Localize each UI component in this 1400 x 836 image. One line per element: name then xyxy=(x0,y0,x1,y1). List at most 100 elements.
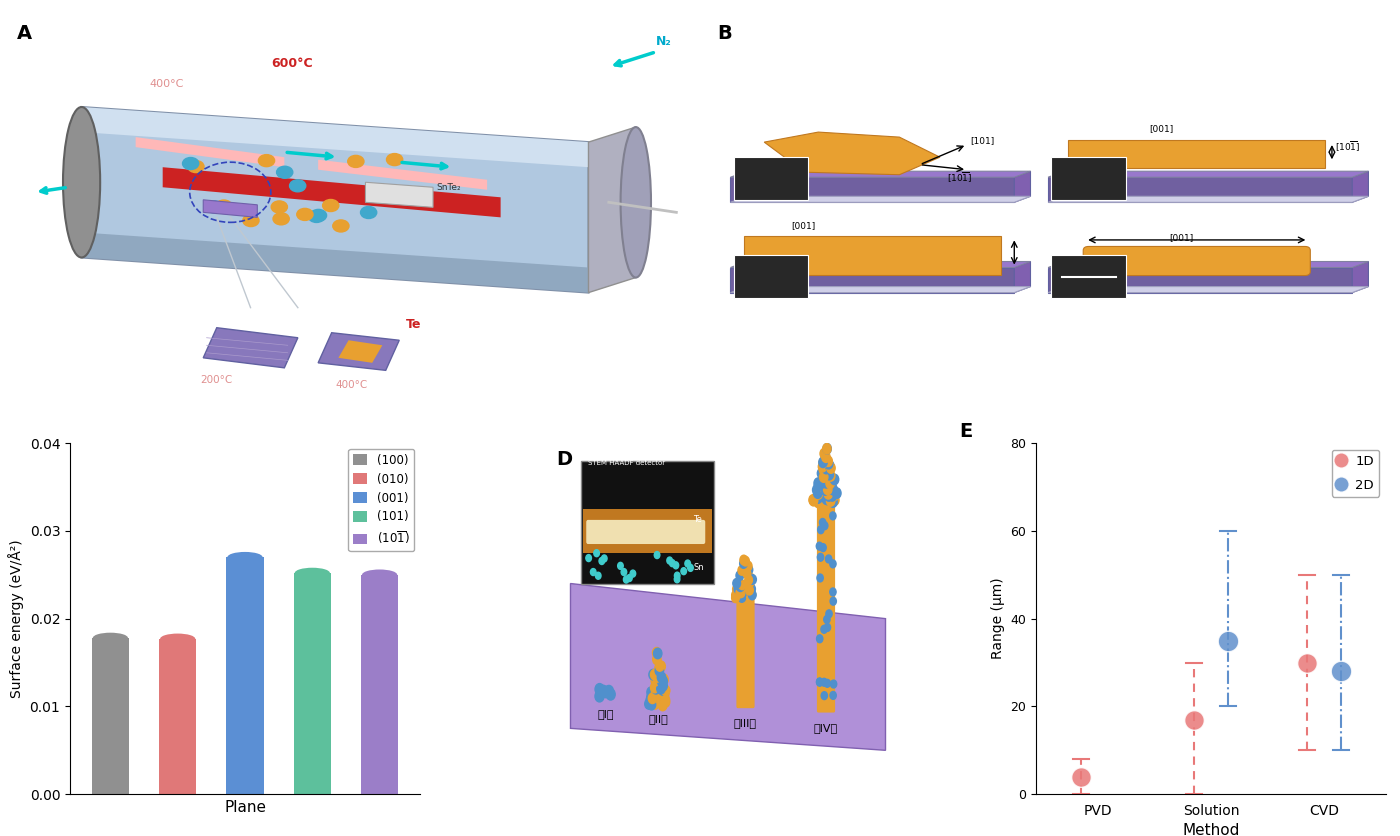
Circle shape xyxy=(827,476,836,486)
Circle shape xyxy=(829,490,837,501)
Circle shape xyxy=(627,574,633,582)
Circle shape xyxy=(648,670,657,680)
Circle shape xyxy=(749,590,756,599)
Circle shape xyxy=(813,488,822,498)
Ellipse shape xyxy=(63,107,101,257)
Circle shape xyxy=(748,590,756,599)
FancyBboxPatch shape xyxy=(734,255,808,298)
Circle shape xyxy=(818,478,826,488)
Circle shape xyxy=(585,554,591,562)
Circle shape xyxy=(745,575,752,585)
Circle shape xyxy=(826,478,834,488)
Circle shape xyxy=(734,584,742,594)
X-axis label: Plane: Plane xyxy=(224,800,266,815)
Circle shape xyxy=(654,648,662,659)
Circle shape xyxy=(830,512,836,520)
Circle shape xyxy=(819,461,827,472)
Bar xyxy=(160,639,196,794)
Circle shape xyxy=(594,549,599,557)
Polygon shape xyxy=(1049,287,1368,293)
Circle shape xyxy=(736,588,743,598)
Polygon shape xyxy=(743,237,1001,275)
Bar xyxy=(227,558,263,794)
Circle shape xyxy=(738,588,745,598)
Circle shape xyxy=(825,488,833,499)
Circle shape xyxy=(819,457,827,468)
Circle shape xyxy=(652,671,661,682)
Circle shape xyxy=(602,555,608,562)
Circle shape xyxy=(386,154,403,166)
Text: STEM HAADF detector: STEM HAADF detector xyxy=(588,460,665,466)
Circle shape xyxy=(816,482,825,492)
Polygon shape xyxy=(1014,262,1030,293)
Circle shape xyxy=(595,572,601,579)
Text: [10$\overline{1}$]: [10$\overline{1}$] xyxy=(946,171,972,184)
Circle shape xyxy=(742,556,749,566)
Circle shape xyxy=(825,456,833,466)
Circle shape xyxy=(652,684,661,694)
Circle shape xyxy=(333,220,349,232)
FancyBboxPatch shape xyxy=(818,498,834,712)
Circle shape xyxy=(591,568,596,575)
Circle shape xyxy=(818,553,823,561)
Text: E: E xyxy=(959,422,972,441)
Circle shape xyxy=(658,701,666,711)
Circle shape xyxy=(819,472,827,482)
Circle shape xyxy=(652,647,661,658)
Circle shape xyxy=(823,615,830,624)
Circle shape xyxy=(216,200,232,212)
Circle shape xyxy=(825,624,830,631)
Polygon shape xyxy=(1049,262,1368,268)
Text: SnTe₂: SnTe₂ xyxy=(437,183,461,191)
Circle shape xyxy=(648,693,657,704)
Circle shape xyxy=(739,558,748,568)
Circle shape xyxy=(595,684,605,695)
Circle shape xyxy=(822,463,830,474)
Circle shape xyxy=(675,576,680,583)
Circle shape xyxy=(822,477,830,488)
Circle shape xyxy=(658,676,666,687)
Point xyxy=(1296,655,1319,669)
Polygon shape xyxy=(365,182,433,207)
Circle shape xyxy=(818,526,825,533)
Circle shape xyxy=(822,522,827,530)
Circle shape xyxy=(746,585,753,595)
Polygon shape xyxy=(339,340,382,363)
Circle shape xyxy=(818,477,826,487)
Circle shape xyxy=(606,689,615,700)
Bar xyxy=(294,573,330,794)
Circle shape xyxy=(830,495,839,505)
Circle shape xyxy=(732,579,741,589)
Point xyxy=(1330,665,1352,678)
Legend: (100), (010), (001), (101), (10$\overline{1}$): (100), (010), (001), (101), (10$\overlin… xyxy=(349,449,414,551)
FancyBboxPatch shape xyxy=(1051,255,1126,298)
Circle shape xyxy=(827,482,836,492)
Bar xyxy=(92,638,129,794)
Circle shape xyxy=(242,215,259,227)
FancyBboxPatch shape xyxy=(1084,247,1310,276)
Circle shape xyxy=(732,593,739,603)
Circle shape xyxy=(659,693,668,703)
Circle shape xyxy=(809,495,818,505)
Circle shape xyxy=(816,678,823,686)
Circle shape xyxy=(647,695,655,705)
Circle shape xyxy=(651,675,659,686)
Circle shape xyxy=(743,568,750,579)
Polygon shape xyxy=(203,200,258,217)
Circle shape xyxy=(826,610,832,618)
Circle shape xyxy=(812,485,820,495)
Circle shape xyxy=(827,492,836,502)
Circle shape xyxy=(822,452,830,462)
Text: B: B xyxy=(717,24,732,43)
FancyBboxPatch shape xyxy=(581,461,714,584)
Circle shape xyxy=(830,588,836,596)
Circle shape xyxy=(297,208,314,221)
Circle shape xyxy=(206,201,223,213)
Circle shape xyxy=(825,491,833,501)
Circle shape xyxy=(651,670,659,680)
Circle shape xyxy=(669,559,675,567)
Circle shape xyxy=(830,474,839,485)
Circle shape xyxy=(659,674,668,685)
Circle shape xyxy=(823,493,832,503)
Circle shape xyxy=(651,699,659,709)
